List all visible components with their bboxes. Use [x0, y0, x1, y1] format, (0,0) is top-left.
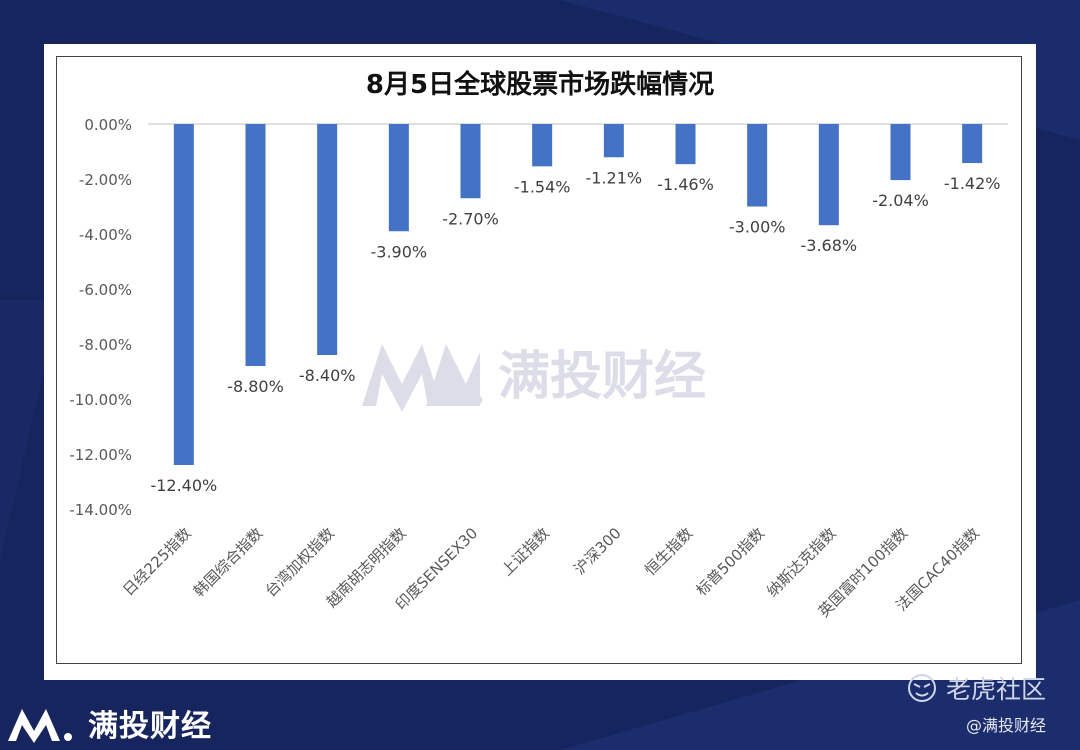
chart: 满投财经 8月5日全球股票市场跌幅情况 0.00% -2.00% -4.00% -6.…: [69, 69, 1008, 621]
y-tick-label: -2.00%: [79, 171, 132, 189]
data-labels: -12.40% -8.80% -8.40% -3.90% -2.70% -1.54% -1.…: [150, 168, 1000, 495]
bars: [173, 124, 983, 465]
y-tick-label: -4.00%: [79, 226, 132, 244]
data-label: -12.40%: [150, 476, 217, 495]
plot-frame: [56, 56, 1022, 664]
bottom-brand: 满投财经: [6, 700, 212, 746]
bar: [532, 124, 553, 167]
y-tick-label: 0.00%: [84, 116, 132, 134]
x-tick-label: 纳斯达克指数: [763, 524, 839, 600]
data-label: -1.21%: [586, 168, 643, 187]
bar: [675, 124, 696, 165]
bar: [603, 124, 624, 158]
data-label: -2.04%: [872, 191, 929, 210]
data-label: -3.90%: [371, 242, 428, 261]
watermark-logo-icon: [362, 344, 480, 412]
chart-panel: 满投财经 8月5日全球股票市场跌幅情况 0.00% -2.00% -4.00% -6.…: [44, 44, 1036, 680]
x-tick-label: 标普500指数: [693, 524, 768, 599]
watermark-dot-icon: [470, 394, 482, 406]
y-axis: 0.00% -2.00% -4.00% -6.00% -8.00% -10.00% -12.…: [69, 116, 132, 519]
data-label: -1.42%: [944, 174, 1001, 193]
data-label: -2.70%: [442, 209, 499, 228]
x-tick-label: 沪深300: [570, 524, 624, 578]
bar: [818, 124, 839, 226]
data-label: -8.40%: [299, 366, 356, 385]
bar: [747, 124, 768, 207]
x-tick-label: 韩国综合指数: [190, 524, 266, 600]
bar: [962, 124, 983, 164]
data-label: -3.00%: [729, 218, 786, 237]
author-tag: @满投财经: [966, 716, 1047, 735]
tiger-logo-icon: [908, 674, 936, 702]
data-label: -3.68%: [801, 236, 858, 255]
x-tick-label: 台湾加权指数: [262, 524, 338, 600]
x-tick-label: 上证指数: [498, 524, 553, 579]
y-tick-label: -10.00%: [69, 391, 132, 409]
y-tick-label: -8.00%: [79, 336, 132, 354]
chart-title: 8月5日全球股票市场跌幅情况: [366, 69, 714, 100]
watermark: 满投财经: [362, 344, 706, 412]
bar: [460, 124, 481, 199]
bar: [317, 124, 338, 355]
brand-logo-icon: [8, 709, 72, 743]
y-tick-label: -12.00%: [69, 446, 132, 464]
bar: [173, 124, 194, 465]
platform-logo-text: 老虎社区: [946, 675, 1047, 704]
bar: [245, 124, 266, 366]
x-tick-label: 恒生指数: [641, 524, 696, 579]
data-label: -1.46%: [657, 175, 714, 194]
bar: [388, 124, 409, 232]
platform-logo: 老虎社区: [906, 670, 1046, 706]
y-tick-label: -6.00%: [79, 281, 132, 299]
brand-name: 满投财经: [88, 709, 212, 744]
y-tick-label: -14.00%: [69, 501, 132, 519]
data-label: -8.80%: [227, 377, 284, 396]
data-label: -1.54%: [514, 177, 571, 196]
watermark-text: 满投财经: [498, 347, 706, 407]
x-tick-label: 日经225指数: [119, 524, 194, 599]
bar: [890, 124, 911, 181]
